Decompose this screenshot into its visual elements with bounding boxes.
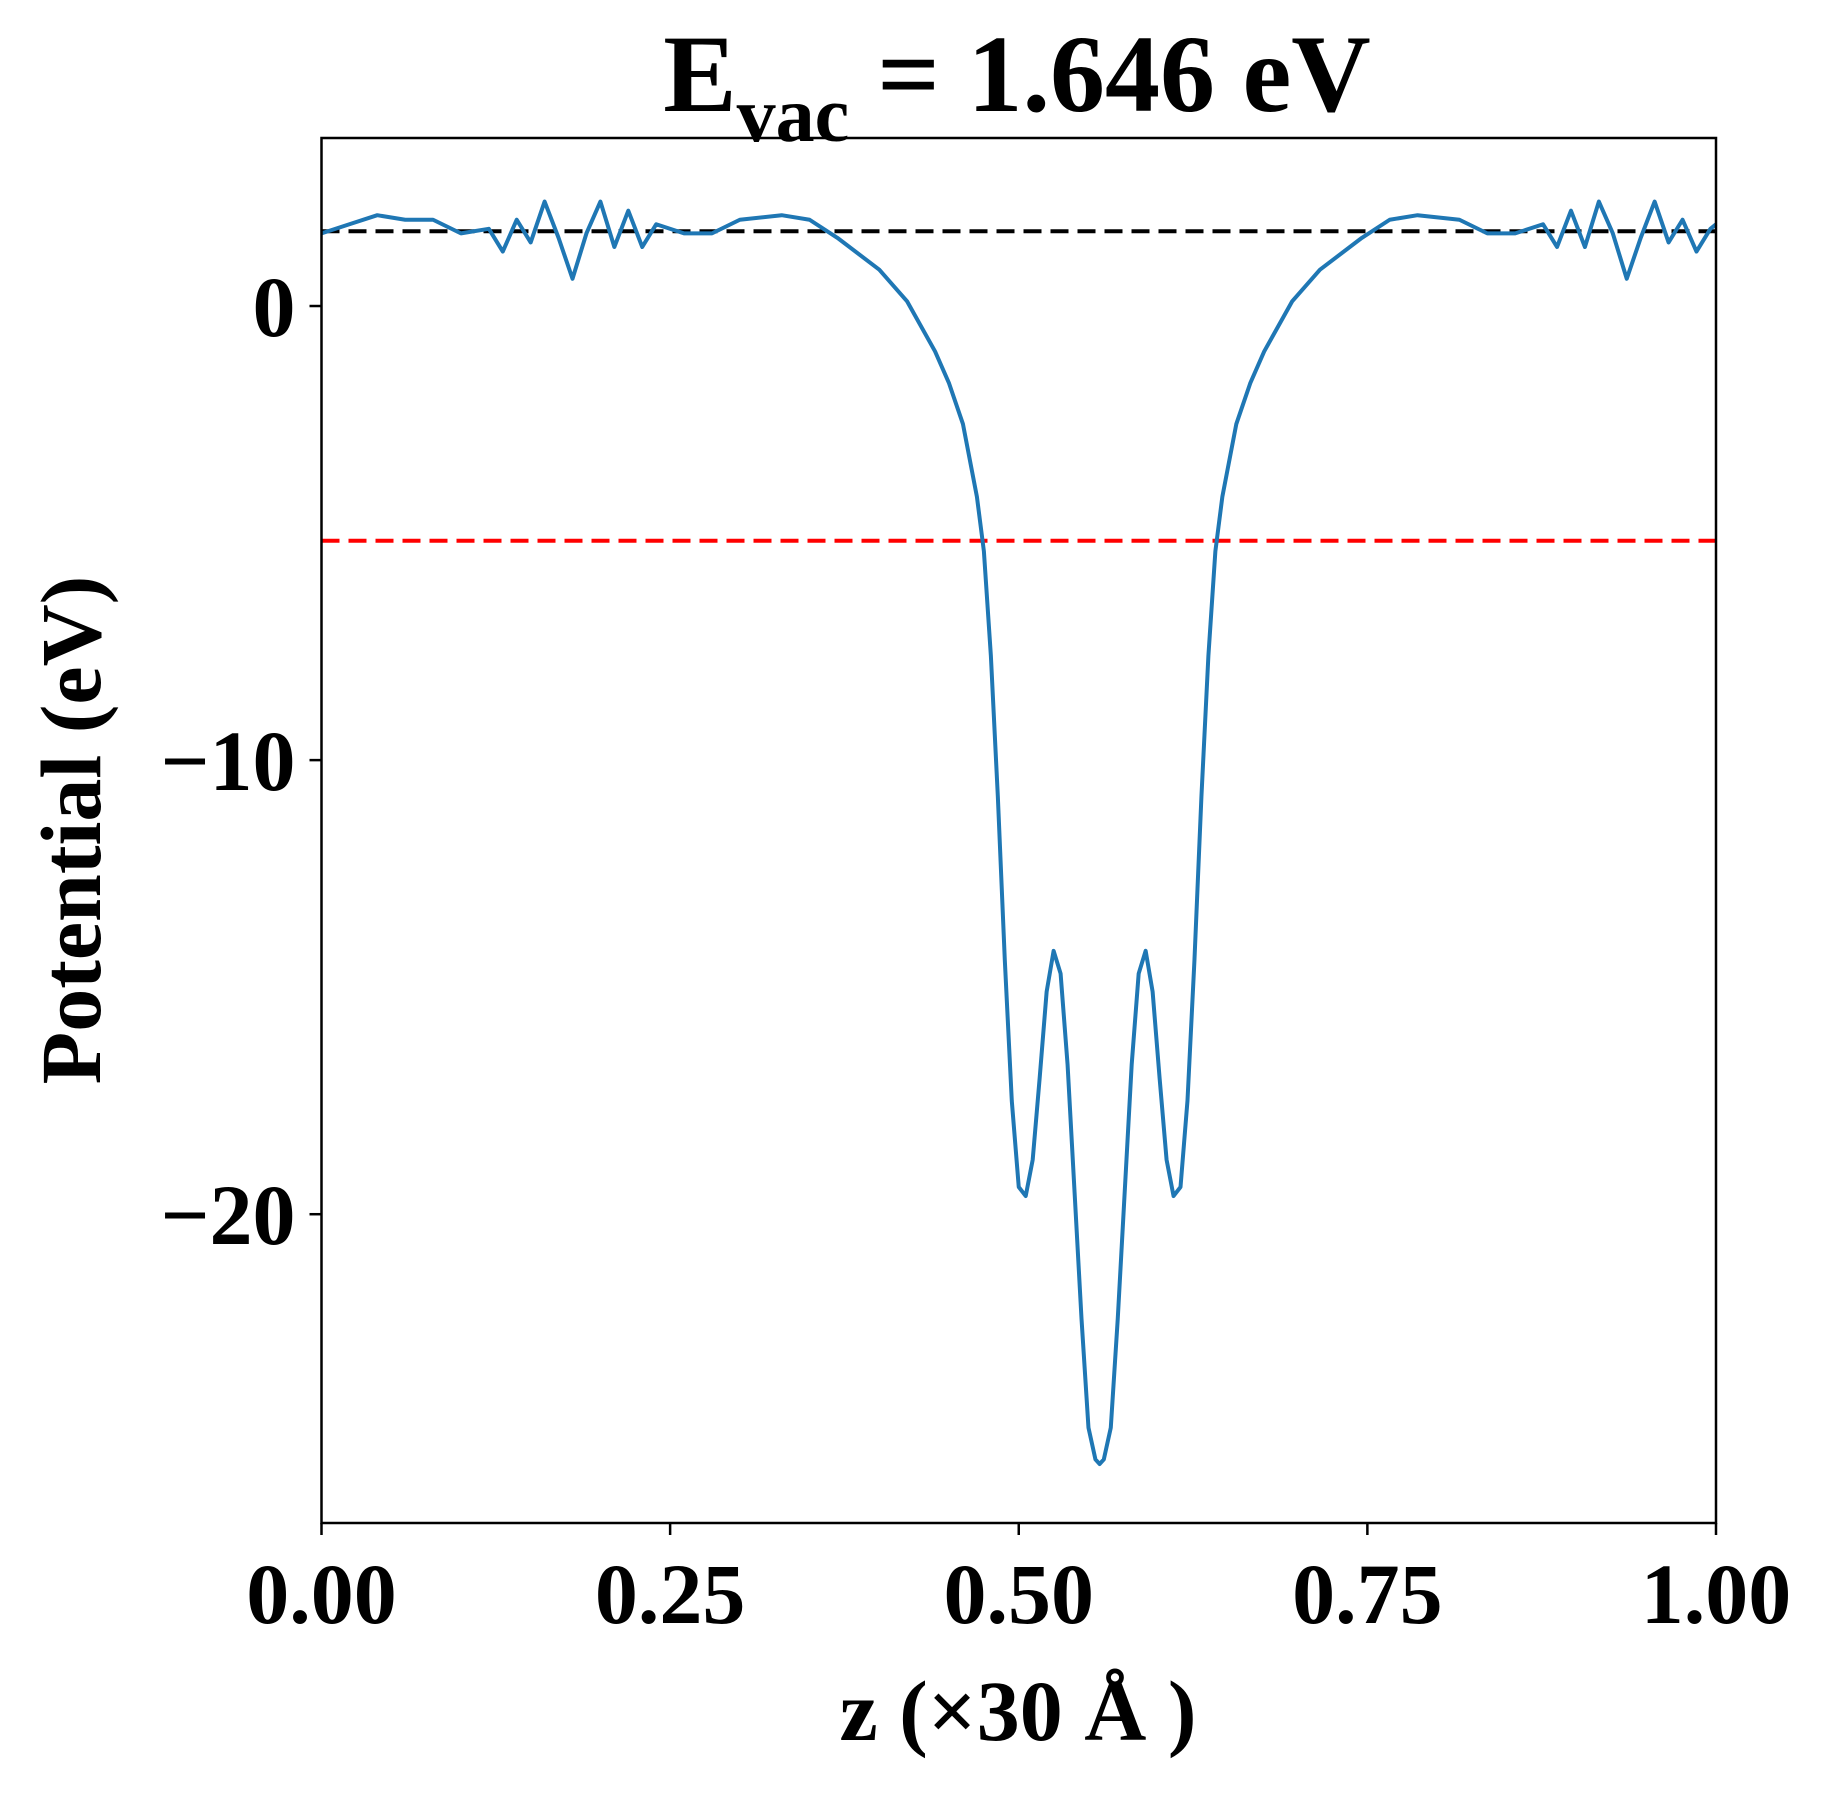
title-rest: = 1.646 eV [877,13,1370,135]
y-axis-label: Potential (eV) [23,576,119,1085]
title-main: E [663,13,736,135]
x-tick-label: 1.00 [1641,1546,1792,1642]
x-tick-label: 0.25 [595,1546,746,1642]
plot-frame [320,136,1718,1525]
y-tick-label: −20 [160,1167,295,1263]
x-axis-label: z (×30 Å ) [839,1663,1196,1759]
x-tick-label: 0.50 [944,1546,1095,1642]
y-tick-label: −10 [160,713,295,809]
x-tick-label: 0.75 [1292,1546,1443,1642]
chart-title: Evac = 1.646 eV [663,13,1370,158]
y-tick-label: 0 [253,259,296,355]
data-line [320,199,1718,1466]
x-tick-label: 0.00 [246,1546,397,1642]
title-subscript: vac [737,71,850,158]
